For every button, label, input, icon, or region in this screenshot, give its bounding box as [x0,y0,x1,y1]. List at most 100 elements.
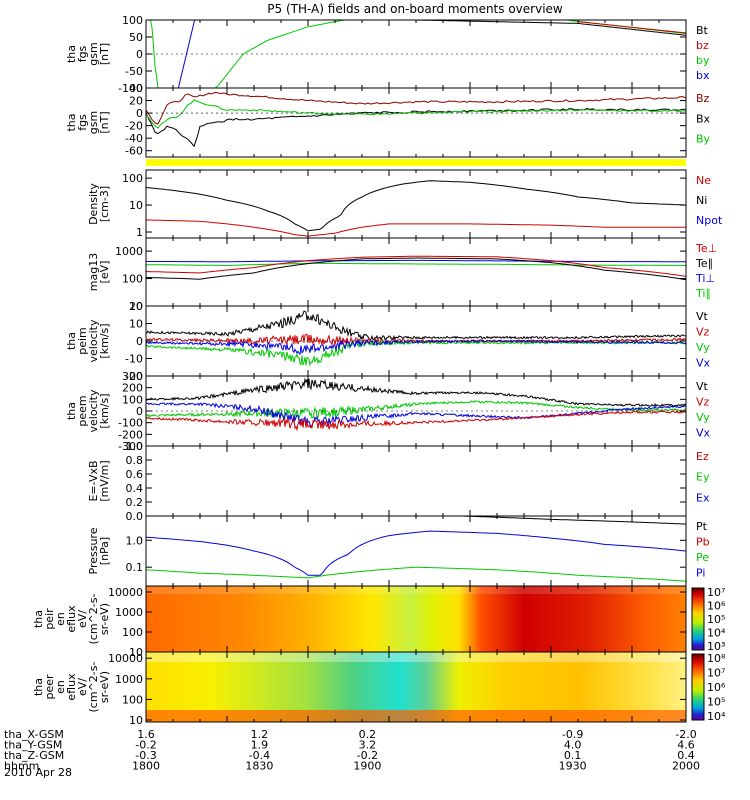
y-axis-label: sr-eV) [98,671,111,703]
series-line-ne [146,219,686,237]
colorbar-tick-label: 10³ [707,640,725,653]
y-tick-label: 1.0 [126,534,144,547]
colorbar-tick-label: 10⁶ [707,600,726,613]
y-tick-label: -200 [118,428,143,441]
y-axis-label: eV/ [76,678,89,696]
series-line-ti [146,259,686,263]
legend-entry: Pi [696,567,705,580]
y-axis-label: mag13 [87,253,100,291]
y-tick-label: 20 [129,95,143,108]
y-axis-label: (cm^2-s- [87,662,100,713]
y-tick-label: 10000 [108,652,143,665]
y-axis-label: velocity [87,319,100,362]
x-tick-value: 4.0 [564,739,582,752]
x-tick-value: 4.6 [677,739,695,752]
y-tick-label: 1.0 [126,440,144,453]
y-axis-label: tha [65,113,78,131]
y-tick-label: 10 [129,714,143,727]
x-tick-value: -0.9 [562,728,583,741]
y-axis-label: tha [32,610,45,628]
y-tick-label: 10 [129,318,143,331]
y-tick-label: 0 [136,405,143,418]
y-axis-label: [nT] [98,43,111,65]
legend-entry: Npot [696,214,723,227]
panel-frame [145,87,687,158]
legend-entry: Ey [696,471,710,484]
panel-4: 1000 100 10 mag13[eV] Te⊥ Te∥ Ti⊥ Ti∥ [87,237,717,313]
colorbar-bar [691,653,705,721]
y-tick-label: 100 [122,626,143,639]
y-axis-label: peer [43,674,56,700]
y-tick-label: 1 [136,226,143,239]
spectrogram-10 [146,652,686,722]
y-tick-label: -100 [118,82,143,95]
series-line-pe [146,566,686,582]
legend-entry: Vz [696,326,710,339]
x-tick-value: 1.9 [251,739,269,752]
y-axis-label: eflux [65,605,78,633]
x-tick-value: 1.6 [137,728,155,741]
colorbar-tick-label: 10⁸ [707,652,726,665]
y-tick-label: 10 [129,300,143,313]
series-line-te [146,257,686,281]
y-axis-label: [eV] [98,261,111,284]
y-tick-label: -50 [125,65,143,78]
y-axis-label: en [54,612,67,626]
legend-entry: By [696,133,711,146]
colorbar-tick-label: 10⁶ [707,681,726,694]
y-axis-label: tha [32,678,45,696]
x-tick-value: -2.0 [675,728,696,741]
colorbar-tick-label: 10⁷ [707,586,725,599]
y-tick-label: 0.6 [126,468,144,481]
legend-entry: bz [696,39,709,52]
colorbar-tick-label: 10⁴ [707,710,726,723]
spectrogram-band [146,652,686,662]
x-tick-value: -0.3 [135,749,156,762]
y-axis-label: [km/s] [98,393,111,428]
y-tick-label: 300 [122,370,143,383]
x-row-label: hhmm [4,760,39,773]
x-row-label: tha_Y-GSM [4,739,62,752]
x-tick-value: 0.4 [677,749,695,762]
colorbar-bar [691,587,705,651]
series-line-pi [146,530,686,576]
series-line-bz [577,21,686,34]
legend-entry: Pt [696,520,708,533]
y-tick-label: 10000 [108,586,143,599]
legend-entry: bx [696,69,710,82]
y-axis-label: gsm [87,42,100,65]
legend-entry: by [696,54,710,67]
legend-entry: Ne [696,174,711,187]
y-tick-label: 0 [136,107,143,120]
y-axis-label: peem [76,395,89,426]
panels: 100500-50-100thafgsgsm[nT]Btbzbybx40200-… [32,14,726,727]
y-tick-label: 1000 [115,606,143,619]
y-tick-label: 0.2 [126,496,144,509]
y-axis-label: E=-VxB [87,460,100,501]
y-tick-label: 100 [122,172,143,185]
y-tick-label: 0.0 [126,510,144,523]
y-axis-label: tha [65,45,78,63]
panel-7: 1.00.80.60.40.20.0 E=-VxB[mV/m] Ez Ey Ex [87,440,710,523]
x-tick-value: -0.4 [249,749,270,762]
series-line-bt [146,20,686,36]
y-axis-label: [mV/m] [98,460,111,501]
series-line-vx [146,402,686,429]
y-tick-label: 1000 [115,245,143,258]
series-line-by [146,99,686,129]
spectrogram-band [146,586,686,594]
y-axis-label: tha [65,402,78,420]
y-tick-label: 0 [136,335,143,348]
y-tick-label: -100 [118,417,143,430]
panel-frame [145,237,687,307]
y-axis-label: Pressure [87,527,100,574]
series-line-ni [146,180,686,232]
y-tick-label: 10 [129,199,143,212]
x-row-label: tha_X-GSM [4,728,64,741]
date-label: 2010 Apr 28 [4,766,72,779]
legend-entry: Ni [696,194,707,207]
